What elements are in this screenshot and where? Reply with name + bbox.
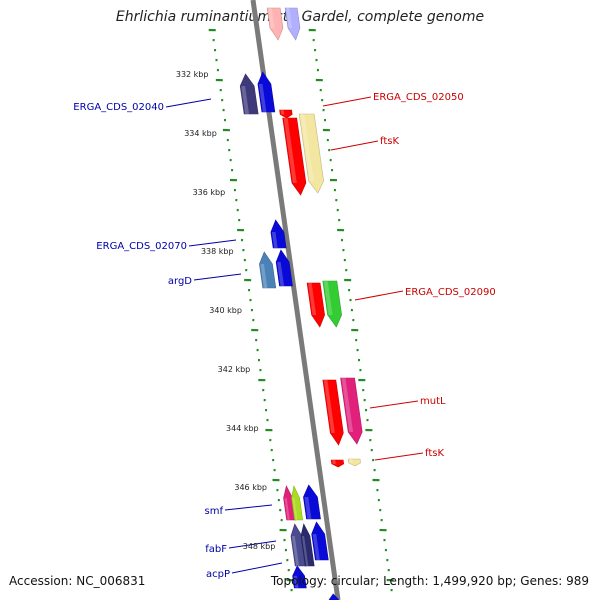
scale-label: 336 kbp <box>193 188 226 197</box>
genes-layer <box>239 7 363 600</box>
gene-arrow[interactable] <box>300 523 315 567</box>
gene-label-leader <box>224 504 273 511</box>
gene-label-leader <box>193 273 242 281</box>
gene-label-leader <box>231 562 283 574</box>
gene-label-leader <box>322 96 372 107</box>
gene-label[interactable]: ERGA_CDS_02090 <box>405 287 496 298</box>
accession-label: Accession: NC_006831 <box>9 574 146 588</box>
genome-title: Ehrlichia ruminantium str. Gardel, compl… <box>115 9 485 25</box>
topology-label: Topology: circular; Length: 1,499,920 bp… <box>270 574 589 588</box>
gene-arrow[interactable] <box>330 459 345 468</box>
gene-arrow[interactable] <box>311 521 329 561</box>
gene-arrow[interactable] <box>340 377 363 445</box>
gene-label-leader <box>374 452 424 461</box>
gene-arrow[interactable] <box>282 117 307 196</box>
scale-label: 338 kbp <box>201 247 234 256</box>
tick-layer <box>208 28 394 592</box>
gene-label-leader <box>188 239 237 247</box>
gene-arrow[interactable] <box>270 219 287 249</box>
scale-label: 340 kbp <box>209 306 242 315</box>
gene-arrow[interactable] <box>322 280 342 328</box>
scale-label: 332 kbp <box>176 70 209 79</box>
gene-label-leader <box>354 290 404 301</box>
gene-arrow[interactable] <box>279 109 293 119</box>
gene-label-leader <box>330 140 379 151</box>
gene-label[interactable]: fabF <box>205 544 227 555</box>
gene-arrow[interactable] <box>298 113 324 194</box>
gene-label-leader <box>165 98 212 108</box>
gene-label[interactable]: mutL <box>420 396 446 407</box>
gene-arrow[interactable] <box>259 251 277 289</box>
scale-label: 346 kbp <box>234 483 267 492</box>
gene-arrow[interactable] <box>290 523 307 567</box>
scale-layer: 332 kbp 334 kbp 336 kbp 338 kbp 340 kbp 342 k… <box>176 70 275 551</box>
gene-arrow[interactable] <box>292 565 307 589</box>
gene-label[interactable]: acpP <box>206 569 230 580</box>
gene-arrow[interactable] <box>291 485 304 521</box>
gene-label[interactable]: ERGA_CDS_02070 <box>96 241 187 252</box>
gene-arrow[interactable] <box>284 7 301 41</box>
scale-label: 344 kbp <box>226 424 259 433</box>
gene-arrow[interactable] <box>239 73 259 115</box>
gene-arrow[interactable] <box>328 593 341 600</box>
gene-label-leader <box>228 540 277 549</box>
gene-arrow[interactable] <box>347 458 361 467</box>
scale-label: 334 kbp <box>184 129 217 138</box>
gene-arrow[interactable] <box>283 485 297 521</box>
gene-arrow[interactable] <box>322 379 344 446</box>
gene-arrow[interactable] <box>257 71 276 113</box>
gene-arrow[interactable] <box>266 7 284 41</box>
gene-label[interactable]: ERGA_CDS_02050 <box>373 92 464 103</box>
scale-label: 348 kbp <box>243 542 276 551</box>
gene-label-leader <box>369 400 419 409</box>
labels-layer: ERGA_CDS_02040 ERGA_CDS_02050 ftsK ERGA_CDS… <box>73 92 495 580</box>
gene-label[interactable]: ftsK <box>425 448 444 459</box>
gene-arrow[interactable] <box>275 249 293 287</box>
gene-label[interactable]: ERGA_CDS_02040 <box>73 102 164 113</box>
gene-label[interactable]: smf <box>205 506 224 517</box>
gene-arrow[interactable] <box>303 484 321 520</box>
gene-arrow[interactable] <box>306 282 325 328</box>
gene-label[interactable]: argD <box>168 276 192 287</box>
gene-label[interactable]: ftsK <box>380 136 399 147</box>
scale-label: 342 kbp <box>218 365 251 374</box>
